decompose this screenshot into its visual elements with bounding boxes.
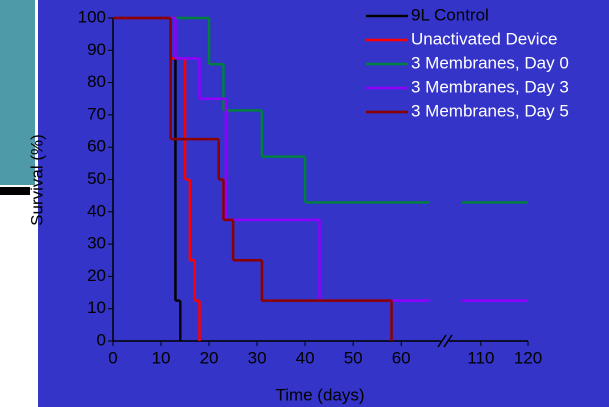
y-tick-label: 70 [87, 104, 106, 123]
y-axis-title: Survival (%) [27, 134, 46, 226]
legend-label: Unactivated Device [411, 29, 557, 48]
y-tick-label: 20 [87, 266, 106, 285]
legend-label: 3 Membranes, Day 0 [411, 53, 569, 72]
x-tick-label: 50 [344, 348, 363, 367]
legend-entry: Unactivated Device [366, 29, 557, 48]
y-tick-label: 80 [87, 72, 106, 91]
legend-entry: 3 Membranes, Day 5 [366, 101, 569, 120]
x-tick-label: 110 [467, 348, 494, 367]
y-tick-label: 30 [87, 234, 106, 253]
x-tick-label: 20 [200, 348, 219, 367]
legend-entry: 3 Membranes, Day 0 [366, 53, 569, 72]
y-tick-label: 0 [97, 330, 106, 349]
x-tick-label: 0 [108, 348, 117, 367]
y-tick-label: 10 [87, 298, 106, 317]
x-tick-label: 120 [514, 348, 542, 367]
legend-label: 3 Membranes, Day 3 [411, 77, 569, 96]
x-tick-label: 30 [248, 348, 267, 367]
axis-break [443, 334, 453, 348]
x-tick-label: 60 [392, 348, 411, 367]
plot: 0 10 20 30 40 50 60 70 80 90 100 0 10 20 30 40 50 60 110 12… [78, 5, 569, 367]
legend-label: 9L Control [411, 5, 489, 24]
image-fragment [0, 0, 35, 185]
y-tick-label: 90 [87, 40, 106, 59]
legend-label: 3 Membranes, Day 5 [411, 101, 569, 120]
y-tick-label: 100 [78, 7, 106, 26]
x-axis-title: Time (days) [275, 385, 364, 404]
y-tick-label: 40 [87, 201, 106, 220]
x-tick-label: 10 [152, 348, 171, 367]
black-bar [0, 187, 30, 195]
y-tick-label: 50 [87, 169, 106, 188]
legend-entry: 9L Control [366, 5, 489, 24]
legend-entry: 3 Membranes, Day 3 [366, 77, 569, 96]
x-tick-label: 40 [296, 348, 315, 367]
y-tick-label: 60 [87, 137, 106, 156]
axis-break [437, 334, 447, 348]
